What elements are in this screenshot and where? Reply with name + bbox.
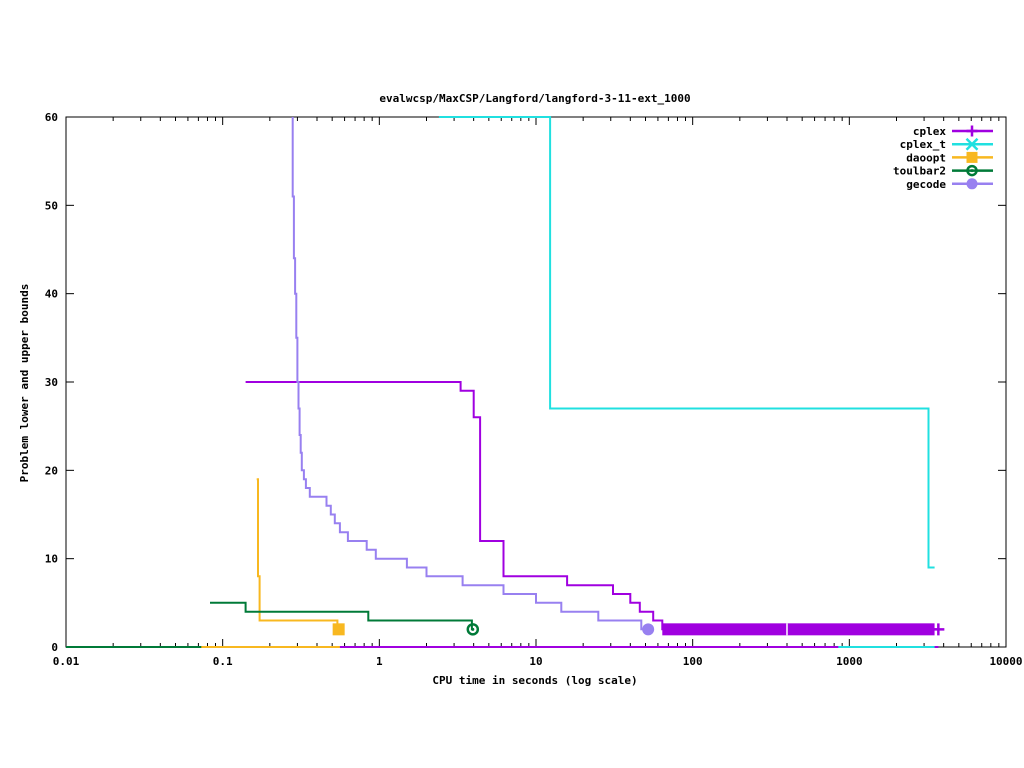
series-gecode — [291, 117, 655, 636]
x-tick-label: 1 — [376, 655, 383, 668]
legend-item-daoopt: daoopt — [906, 151, 993, 164]
legend-label: gecode — [906, 178, 946, 191]
y-tick-label: 60 — [45, 111, 58, 124]
series-cplex — [66, 381, 945, 648]
series-group — [66, 116, 945, 648]
legend-item-gecode: gecode — [906, 178, 993, 191]
series-cplex_t-upper-line — [438, 116, 935, 569]
marker-square — [966, 151, 978, 163]
x-tick-label: 1000 — [836, 655, 863, 668]
plot-border — [65, 116, 1007, 648]
y-tick-label: 40 — [45, 288, 58, 301]
chart-title: evalwcsp/MaxCSP/Langford/langford-3-11-e… — [379, 92, 690, 105]
x-tick-label: 0.01 — [53, 655, 80, 668]
marker-plus — [966, 125, 978, 137]
marker-circle-open — [466, 623, 480, 636]
series-toulbar2-upper-line — [210, 601, 474, 631]
series-daoopt — [66, 478, 345, 648]
series-gecode-upper-line — [291, 117, 649, 631]
y-tick-label: 50 — [45, 199, 58, 212]
x-tick-label: 10000 — [989, 655, 1022, 668]
legend-label: cplex — [913, 125, 946, 138]
series-cplex_t — [438, 116, 935, 648]
marker-circle-dot — [970, 169, 974, 173]
marker-circle-open — [966, 164, 978, 177]
marker-circle-filled — [966, 178, 978, 190]
legend-item-cplex: cplex — [913, 125, 993, 138]
legend-label: daoopt — [906, 151, 946, 164]
series-toulbar2 — [66, 601, 480, 648]
y-tick-label: 30 — [45, 376, 58, 389]
marker-circle-filled — [642, 623, 655, 636]
plot-area — [65, 116, 1007, 648]
y-tick-label: 0 — [51, 641, 58, 654]
axis-ticks: 0.01 0.1 1 10 100 1000 10000 0 10 20 30 40 50 60 — [45, 111, 1023, 668]
series-cplex-upper-line — [245, 381, 939, 631]
marker-x — [965, 137, 979, 151]
cplex-band-fill — [662, 623, 935, 636]
marker-circle-dot — [471, 627, 475, 631]
y-axis-label: Problem lower and upper bounds — [18, 284, 31, 483]
x-tick-label: 100 — [683, 655, 703, 668]
y-tick-label: 10 — [45, 553, 58, 566]
legend-label: cplex_t — [900, 138, 946, 151]
x-tick-label: 10 — [529, 655, 542, 668]
legend-item-cplex_t: cplex_t — [900, 137, 993, 151]
y-tick-label: 20 — [45, 464, 58, 477]
legend-label: toulbar2 — [893, 165, 946, 178]
legend-item-toulbar2: toulbar2 — [893, 165, 993, 178]
series-cplex-band — [662, 623, 935, 636]
marker-square — [332, 623, 345, 636]
x-axis-label: CPU time in seconds (log scale) — [432, 674, 637, 687]
x-tick-label: 0.1 — [213, 655, 233, 668]
